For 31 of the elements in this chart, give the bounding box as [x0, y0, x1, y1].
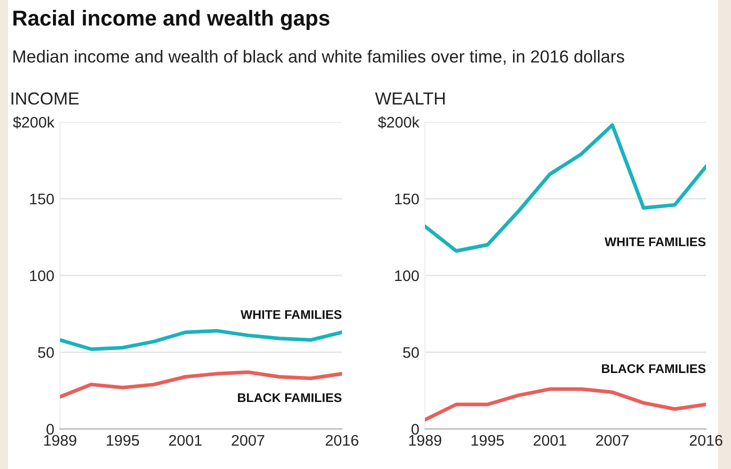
series-label: BLACK FAMILIES — [602, 364, 706, 374]
x-tick-label: 1989 — [44, 434, 76, 446]
chart-title: Racial income and wealth gaps — [13, 10, 330, 30]
text: WHITE FAMILIES — [604, 237, 706, 246]
line-series — [425, 387, 706, 422]
y-tick-label: $200k — [378, 116, 420, 129]
y-tick-label: 150 — [30, 194, 54, 204]
x-tick-label: 1995 — [106, 434, 140, 446]
x-tick-label: 1989 — [409, 434, 442, 446]
y-tick-label: 100 — [30, 270, 54, 282]
chart-subtitle: Median income and wealth of black and white families over time, in 2016 dollars — [13, 50, 624, 65]
y-tick-label: 50 — [403, 347, 419, 358]
x-tick-label: 2016 — [326, 434, 358, 446]
y-axis-title: WEALTH — [375, 92, 445, 104]
x-tick-label: 2007 — [232, 434, 264, 446]
line-series — [60, 328, 342, 351]
y-axis-title: INCOME — [12, 92, 79, 105]
y-tick-label: 0 — [412, 424, 419, 435]
x-tick-label: 2016 — [690, 434, 722, 446]
y-tick-label: $200k — [12, 116, 54, 129]
y-tick-label: 100 — [395, 270, 419, 282]
y-tick-label: 150 — [395, 194, 419, 204]
x-tick-label: 1995 — [472, 434, 504, 446]
x-tick-label: 2001 — [534, 434, 566, 446]
line-series — [425, 123, 706, 253]
series-label: BLACK FAMILIES — [238, 393, 342, 402]
x-tick-label: 2007 — [596, 434, 629, 446]
series-label: WHITE FAMILIES — [240, 310, 342, 319]
y-tick-label: 0 — [46, 424, 54, 435]
y-tick-label: 50 — [38, 347, 54, 358]
x-tick-label: 2001 — [169, 434, 202, 446]
